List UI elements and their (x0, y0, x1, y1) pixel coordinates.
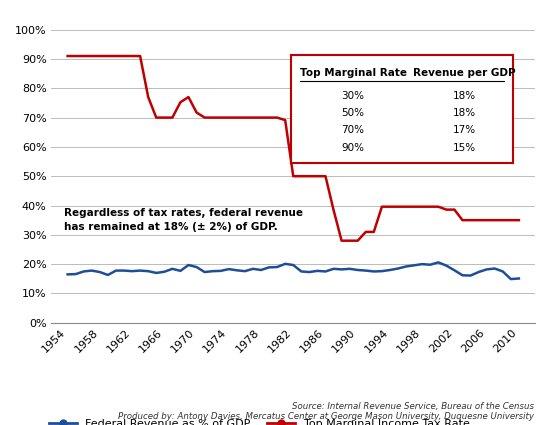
Text: 50%: 50% (342, 108, 365, 118)
Text: Revenue per GDP: Revenue per GDP (413, 68, 515, 78)
Text: Top Marginal Rate: Top Marginal Rate (300, 68, 406, 78)
Text: 18%: 18% (453, 108, 476, 118)
Text: 90%: 90% (342, 143, 365, 153)
Text: 30%: 30% (342, 91, 365, 101)
Text: 15%: 15% (453, 143, 476, 153)
Text: 70%: 70% (342, 125, 365, 136)
Text: Source: Internal Revenue Service, Bureau of the Census
Produced by: Antony Davie: Source: Internal Revenue Service, Bureau… (118, 402, 534, 421)
Text: Regardless of tax rates, federal revenue
has remained at 18% (± 2%) of GDP.: Regardless of tax rates, federal revenue… (64, 208, 302, 232)
Text: 18%: 18% (453, 91, 476, 101)
Text: 17%: 17% (453, 125, 476, 136)
Legend: Federal Revenue as % of GDP, Top Marginal Income Tax Rate: Federal Revenue as % of GDP, Top Margina… (45, 414, 475, 425)
